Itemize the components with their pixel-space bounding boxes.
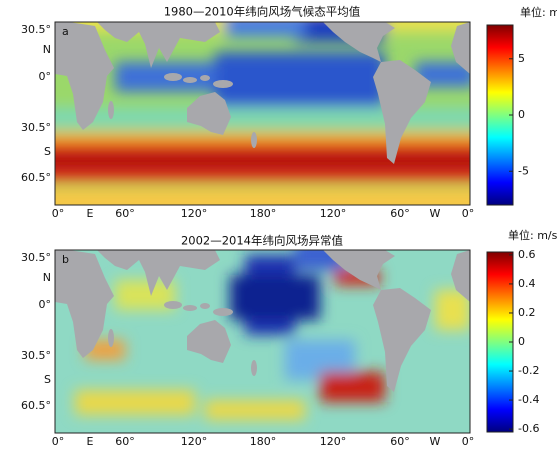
panel-label: b bbox=[62, 253, 69, 266]
lon-label: 120° bbox=[181, 207, 208, 220]
colorbar-tick-label: -0.6 bbox=[518, 422, 539, 435]
colorbar-tick-label: 0 bbox=[518, 108, 525, 121]
lat-label: 30.5° bbox=[21, 121, 51, 134]
lat-label: 0° bbox=[39, 298, 52, 311]
lon-label: E bbox=[87, 207, 94, 220]
lon-label: 60° bbox=[115, 435, 135, 448]
panel-label: a bbox=[62, 25, 69, 38]
lon-label: 120° bbox=[181, 435, 208, 448]
colorbar-tick-label: 0.4 bbox=[518, 277, 536, 290]
colorbar-tick-label: 0.6 bbox=[518, 248, 536, 261]
lon-label: 120° bbox=[320, 435, 347, 448]
lon-label: W bbox=[430, 207, 441, 220]
lon-label: 60° bbox=[390, 207, 410, 220]
lon-label: 0° bbox=[462, 435, 475, 448]
lat-label: 30.5° bbox=[21, 251, 51, 264]
colorbar-tick-label: 0.2 bbox=[518, 306, 536, 319]
lon-label: W bbox=[430, 435, 441, 448]
lat-label: S bbox=[44, 373, 51, 386]
panel-title: 1980—2010年纬向风场气候态平均值 bbox=[164, 5, 361, 19]
lon-label: 0° bbox=[52, 435, 65, 448]
lon-label: E bbox=[87, 435, 94, 448]
colorbar-tick-label: -0.2 bbox=[518, 364, 539, 377]
unit-label: 单位: m/s bbox=[508, 228, 557, 242]
lon-label: 60° bbox=[390, 435, 410, 448]
lat-label: 30.5° bbox=[21, 349, 51, 362]
map-a: a bbox=[54, 21, 471, 206]
lon-label: 180° bbox=[250, 207, 277, 220]
panel-title: 2002—2014年纬向风场异常值 bbox=[181, 234, 344, 248]
lon-label: 60° bbox=[115, 207, 135, 220]
colorbar bbox=[486, 24, 514, 206]
lon-label: 180° bbox=[250, 435, 277, 448]
lon-label: 0° bbox=[462, 207, 475, 220]
colorbar-tick-label: -0.4 bbox=[518, 393, 539, 406]
lon-label: 0° bbox=[52, 207, 65, 220]
lat-label: 60.5° bbox=[21, 171, 51, 184]
lat-label: 0° bbox=[39, 70, 52, 83]
lat-label: S bbox=[44, 145, 51, 158]
unit-label: 单位: m/s bbox=[520, 5, 557, 19]
map-b: b bbox=[54, 249, 471, 434]
lat-label: N bbox=[43, 271, 51, 284]
lat-label: N bbox=[43, 43, 51, 56]
colorbar-tick-label: 5 bbox=[518, 52, 525, 65]
lat-label: 60.5° bbox=[21, 399, 51, 412]
colorbar-tick-label: 0 bbox=[518, 335, 525, 348]
lat-label: 30.5° bbox=[21, 23, 51, 36]
colorbar-tick-label: -5 bbox=[518, 164, 529, 177]
lon-label: 120° bbox=[320, 207, 347, 220]
